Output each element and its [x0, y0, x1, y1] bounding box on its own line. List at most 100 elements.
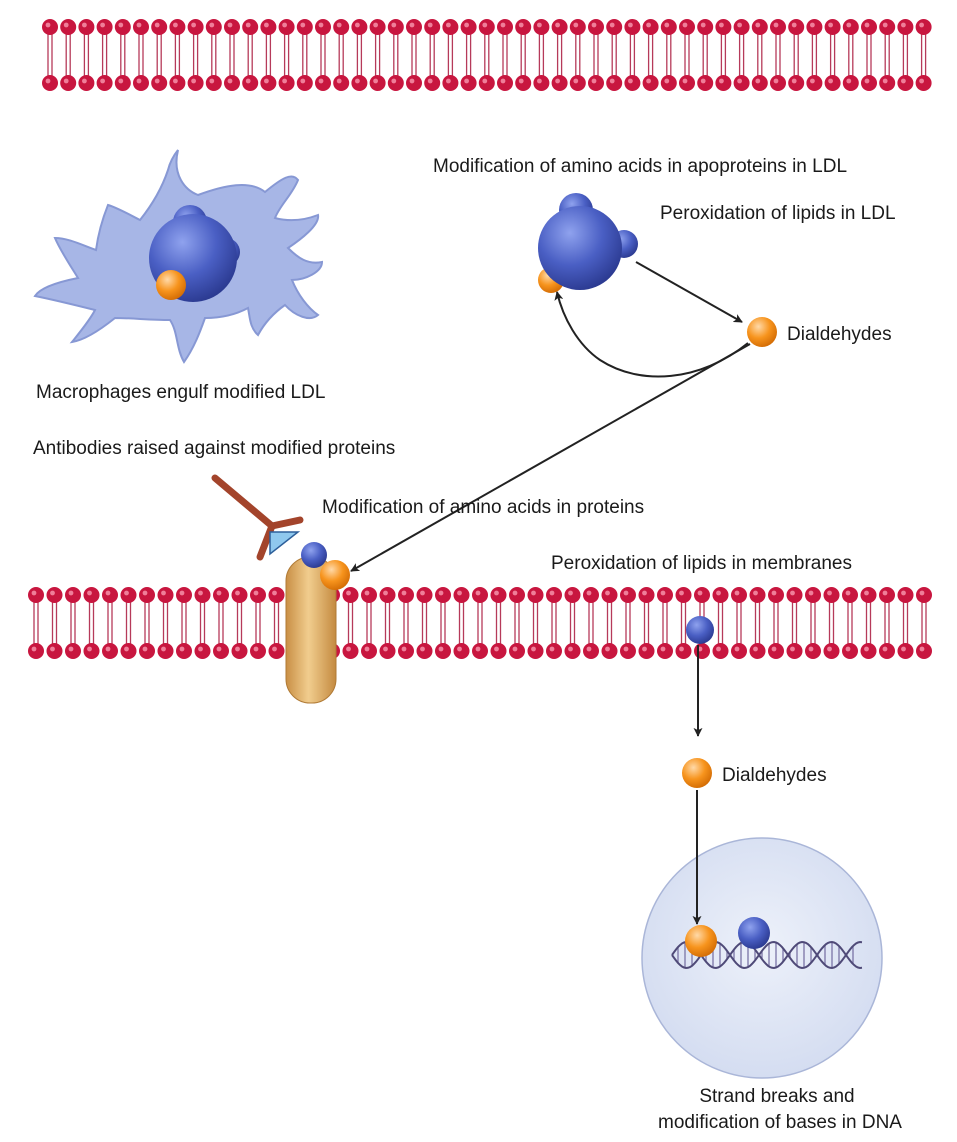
phospholipid	[787, 18, 805, 92]
phospholipid	[205, 18, 223, 92]
phospholipid	[508, 586, 526, 660]
phospholipid	[623, 18, 642, 92]
ldl-lipid-peroxidation-label: Peroxidation of lipids in LDL	[660, 203, 896, 224]
dna-damage-label-line1: Strand breaks and	[699, 1086, 854, 1107]
phospholipid	[785, 586, 804, 660]
ldl-particle	[538, 193, 638, 293]
phospholipid	[223, 18, 241, 92]
phospholipid	[368, 18, 387, 92]
membrane-protein-dialdehyde-adduct	[320, 560, 350, 590]
phospholipid	[459, 18, 478, 92]
phospholipid	[711, 586, 730, 660]
phospholipid	[582, 586, 600, 660]
phospholipid	[714, 18, 733, 92]
phospholipid	[27, 586, 45, 660]
phospholipid	[397, 586, 415, 660]
phospholipid	[82, 586, 101, 660]
phospholipid	[241, 18, 259, 92]
phospholipid	[296, 18, 314, 92]
cell-membrane-bilayer	[27, 586, 933, 660]
phospholipid	[860, 18, 878, 92]
phospholipid	[489, 586, 508, 660]
phospholipid	[641, 18, 660, 92]
phospholipid	[767, 586, 785, 660]
phospholipid	[769, 18, 787, 92]
phospholipid	[878, 18, 896, 92]
phospholipid	[751, 18, 769, 92]
phospholipid	[660, 18, 678, 92]
phospholipid	[45, 586, 64, 660]
phospholipid	[822, 586, 841, 660]
phospholipid	[805, 18, 824, 92]
phospholipid	[842, 18, 860, 92]
membrane-lipid-radical	[686, 616, 714, 644]
phospholipid	[532, 18, 551, 92]
phospholipid	[168, 18, 187, 92]
phospholipid	[696, 18, 714, 92]
phospholipid	[804, 586, 822, 660]
phospholipid	[193, 586, 212, 660]
phospholipid	[441, 18, 460, 92]
phospholipid	[569, 18, 587, 92]
dna-damage-label-line2: modification of bases in DNA	[658, 1112, 902, 1133]
phospholipid	[423, 18, 441, 92]
engulfed-dialdehyde	[156, 270, 186, 300]
phospholipid	[156, 586, 175, 660]
phospholipid	[267, 586, 286, 660]
macrophage	[33, 149, 324, 364]
phospholipid	[175, 586, 193, 660]
arrow-dialdehyde-to-membrane-protein	[350, 343, 751, 572]
phospholipid	[314, 18, 332, 92]
phospholipid	[415, 586, 434, 660]
phospholipid	[478, 18, 496, 92]
arrow-ldl-to-dialdehyde	[635, 261, 743, 323]
phospholipid	[259, 18, 278, 92]
dialdehydes-bottom-label: Dialdehydes	[722, 765, 827, 786]
antibody	[211, 474, 304, 561]
phospholipid	[405, 18, 423, 92]
phospholipid	[249, 586, 267, 660]
phospholipid	[150, 18, 168, 92]
phospholipid	[41, 18, 59, 92]
arrow-dialdehyde-back-to-ldl	[554, 291, 749, 378]
phospholipid	[896, 586, 915, 660]
phospholipid	[138, 586, 156, 660]
membrane-protein-blue-adduct	[301, 542, 327, 568]
dialdehyde-molecule-top	[747, 317, 777, 347]
dialdehyde-molecule-bottom	[682, 758, 712, 788]
dna-blue-lesion	[738, 917, 770, 949]
phospholipid	[452, 586, 471, 660]
phospholipid	[230, 586, 249, 660]
phospholipid	[95, 18, 114, 92]
phospholipid	[526, 586, 545, 660]
phospholipid	[637, 586, 656, 660]
phospholipid	[514, 18, 532, 92]
phospholipid	[471, 586, 489, 660]
modified-protein-epitope	[269, 531, 301, 556]
phospholipid	[915, 586, 933, 660]
phospholipid	[678, 18, 696, 92]
phospholipid	[859, 586, 878, 660]
phospholipid	[587, 18, 605, 92]
phospholipid	[341, 586, 360, 660]
top-membrane-bilayer	[41, 18, 933, 92]
dna-strand-2	[671, 940, 863, 970]
phospholipid	[605, 18, 623, 92]
phospholipid	[878, 586, 896, 660]
phospholipid	[378, 586, 397, 660]
ldl-protein-modification-label: Modification of amino acids in apoprotei…	[433, 156, 847, 177]
phospholipid	[823, 18, 842, 92]
phospholipid	[387, 18, 405, 92]
phospholipid	[212, 586, 230, 660]
phospholipid	[732, 18, 751, 92]
phospholipid	[656, 586, 674, 660]
phospholipid	[563, 586, 582, 660]
phospholipid	[59, 18, 77, 92]
phospholipid	[119, 586, 138, 660]
dna-dialdehyde-adduct	[685, 925, 717, 957]
phospholipid	[186, 18, 205, 92]
antibodies-label: Antibodies raised against modified prote…	[33, 438, 395, 459]
phospholipid	[360, 586, 378, 660]
phospholipid	[619, 586, 637, 660]
phospholipid	[914, 18, 933, 92]
